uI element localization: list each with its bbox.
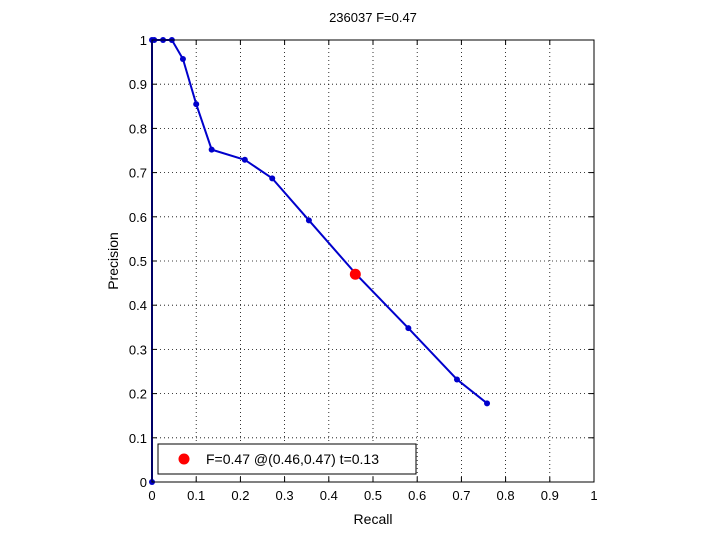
legend-label: F=0.47 @(0.46,0.47) t=0.13 [206, 451, 379, 467]
legend: F=0.47 @(0.46,0.47) t=0.13 [157, 443, 417, 475]
y-tick-label: 0.7 [129, 166, 147, 181]
data-point [208, 146, 215, 153]
data-point [305, 217, 312, 224]
y-tick-label: 0.9 [129, 77, 147, 92]
best-f-point [349, 268, 361, 280]
x-tick-label: 0.1 [187, 488, 205, 503]
x-tick-label: 0.2 [231, 488, 249, 503]
legend-box [157, 443, 417, 475]
chart-title: 236037 F=0.47 [329, 10, 417, 25]
x-axis-label: Recall [354, 511, 393, 527]
data-point [193, 101, 200, 108]
y-tick-label: 0.3 [129, 342, 147, 357]
x-tick-label: 0.7 [452, 488, 470, 503]
data-point [269, 175, 276, 182]
data-point [241, 156, 248, 163]
data-point [179, 56, 186, 63]
data-point [405, 325, 412, 332]
x-tick-label: 0.6 [408, 488, 426, 503]
y-tick-label: 0 [140, 475, 147, 490]
x-tick-label: 0.4 [320, 488, 338, 503]
y-tick-label: 1 [140, 33, 147, 48]
y-tick-label: 0.1 [129, 431, 147, 446]
tick-layer: 0 0.1 0.2 0.3 0.4 0.5 0.6 0.7 0.8 0.9 1 0 0.1 0.2 0.3 0… [129, 33, 598, 503]
x-tick-label: 1 [590, 488, 597, 503]
y-tick-label: 0.4 [129, 298, 147, 313]
y-axis-label: Precision [105, 232, 121, 290]
x-tick-label: 0.5 [364, 488, 382, 503]
y-tick-label: 0.6 [129, 210, 147, 225]
data-point [484, 400, 491, 407]
legend-marker [178, 453, 190, 465]
x-tick-label: 0 [148, 488, 155, 503]
x-tick-label: 0.8 [497, 488, 515, 503]
x-tick-label: 0.9 [541, 488, 559, 503]
grid-layer [152, 40, 594, 482]
y-tick-label: 0.8 [129, 121, 147, 136]
x-tick-label: 0.3 [276, 488, 294, 503]
y-tick-label: 0.5 [129, 254, 147, 269]
y-tick-label: 0.2 [129, 387, 147, 402]
data-point [453, 376, 460, 383]
